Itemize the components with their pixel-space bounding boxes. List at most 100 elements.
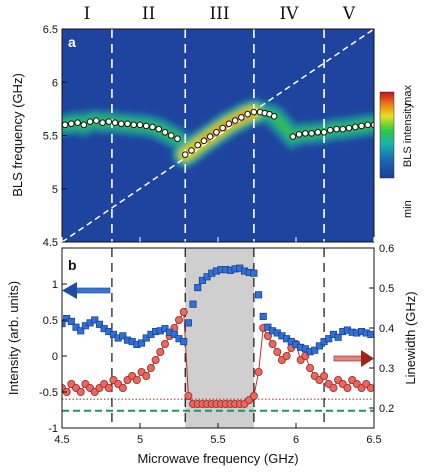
region-labels: I II III IV V	[84, 4, 356, 24]
intensity-data-point	[77, 327, 85, 335]
intensity-data-point	[161, 325, 169, 333]
bls-data-point	[314, 129, 322, 136]
bls-data-point	[155, 125, 163, 133]
bls-data-point	[238, 114, 245, 121]
x-tick-label: 6.5	[366, 434, 381, 446]
x-tick-label: 6	[293, 434, 299, 446]
intensity-data-point	[67, 317, 75, 325]
bls-data-point	[174, 135, 181, 142]
bls-data-point	[124, 120, 131, 128]
intensity-data-point	[194, 284, 202, 292]
x-tick-label: 4.5	[54, 434, 69, 446]
y-tick-label-a: 5	[52, 184, 58, 196]
linewidth-data-point	[142, 371, 151, 380]
linewidth-data-point	[329, 383, 338, 392]
panel-b-label: b	[68, 257, 77, 273]
bls-data-point	[270, 113, 278, 120]
intensity-data-point	[119, 332, 127, 340]
linewidth-data-point	[76, 387, 85, 396]
linewidth-data-point	[273, 347, 282, 356]
y-tick-label-b-right: 0.3	[379, 363, 394, 375]
y-tick-label-b-right: 0.5	[379, 283, 394, 295]
y-tick-label-b-left: -0.5	[39, 387, 58, 399]
intensity-data-point	[367, 330, 374, 338]
intensity-data-point	[203, 273, 211, 281]
intensity-data-point	[72, 323, 80, 331]
panel-b-ylabel-left: Intensity (arb. units)	[6, 281, 21, 395]
bls-data-point	[62, 121, 69, 129]
bls-data-point	[320, 129, 328, 136]
bls-data-point	[188, 147, 195, 154]
bls-data-point	[302, 130, 309, 137]
bls-data-point	[93, 117, 100, 124]
linewidth-data-point	[156, 347, 165, 356]
y-tick-label-a: 4.5	[43, 237, 58, 249]
linewidth-data-point	[174, 315, 183, 324]
panel-a: a 4.5 5 5.5 6 6.5 BLS frequency (GHz)	[10, 24, 375, 249]
scatter-points-a	[62, 108, 374, 158]
linewidth-data-point	[146, 363, 155, 372]
bls-data-point	[339, 125, 347, 133]
bls-data-point	[206, 133, 214, 140]
intensity-data-point	[334, 333, 342, 341]
bls-data-point	[99, 119, 106, 127]
bls-data-point	[149, 123, 156, 131]
intensity-data-point	[91, 316, 99, 324]
bls-data-point	[86, 118, 94, 125]
y-tick-label-a: 6.5	[43, 24, 58, 36]
x-axis-label: Microwave frequency (GHz)	[137, 451, 298, 466]
linewidth-data-point	[160, 339, 169, 348]
bls-data-point	[333, 125, 340, 133]
linewidth-data-point	[282, 351, 291, 360]
colorbar-title: BLS intensity	[402, 102, 414, 167]
bls-data-point	[213, 129, 220, 136]
intensity-data-point	[180, 338, 188, 346]
linewidth-data-point	[249, 391, 258, 400]
intensity-data-point	[198, 276, 206, 284]
y-ticks-b-left: -1 -0.5 0 0.5 1	[39, 279, 67, 435]
shaded-region	[185, 248, 254, 428]
bls-data-point	[194, 141, 202, 149]
linewidth-data-point	[306, 363, 315, 372]
red-right-arrow	[333, 350, 374, 367]
y-tick-label-b-left: 1	[52, 279, 58, 291]
bls-data-point	[161, 129, 169, 136]
y-tick-label-b-right: 0.2	[379, 403, 394, 415]
intensity-data-point	[259, 312, 267, 320]
bls-data-point	[111, 119, 119, 127]
y-tick-label-b-left: -1	[48, 423, 58, 435]
bls-data-point	[74, 119, 81, 127]
intensity-data-point	[62, 320, 66, 328]
intensity-data-point	[95, 320, 103, 328]
intensity-data-point	[184, 319, 192, 327]
linewidth-data-point	[366, 384, 374, 392]
x-tick-label: 5.5	[210, 434, 225, 446]
intensity-points	[62, 264, 374, 356]
intensity-data-point	[170, 330, 178, 338]
panel-b: b -1 -0.5 0 0.5 1 0.2 0.3 0.4 0.5 0.6 Intensity …	[6, 243, 418, 435]
x-ticks: 4.5 5 5.5 6 6.5	[54, 237, 382, 446]
bls-data-point	[364, 121, 372, 129]
intensity-data-point	[315, 342, 323, 350]
bls-data-point	[68, 120, 75, 128]
y-tick-label-b-left: 0.5	[43, 315, 58, 327]
bls-data-point	[345, 124, 353, 132]
linewidth-data-point	[268, 339, 277, 348]
linewidth-data-point	[151, 355, 160, 364]
intensity-data-point	[255, 291, 263, 299]
y-tick-label-b-right: 0.6	[379, 243, 394, 255]
intensity-data-point	[142, 334, 150, 342]
bls-data-point	[289, 133, 297, 140]
bls-data-point	[250, 108, 258, 116]
linewidth-data-point	[179, 307, 188, 316]
intensity-data-point	[325, 335, 333, 343]
bls-data-point	[80, 121, 88, 129]
linewidth-data-point	[343, 383, 352, 392]
panel-b-ylabel-right: Linewidth (GHz)	[403, 291, 418, 384]
bls-data-point	[244, 110, 251, 118]
bls-data-point	[358, 122, 365, 130]
bls-data-point	[351, 123, 359, 131]
region-label: III	[209, 4, 229, 24]
y-ticks-b-right: 0.2 0.3 0.4 0.5 0.6	[369, 243, 394, 415]
